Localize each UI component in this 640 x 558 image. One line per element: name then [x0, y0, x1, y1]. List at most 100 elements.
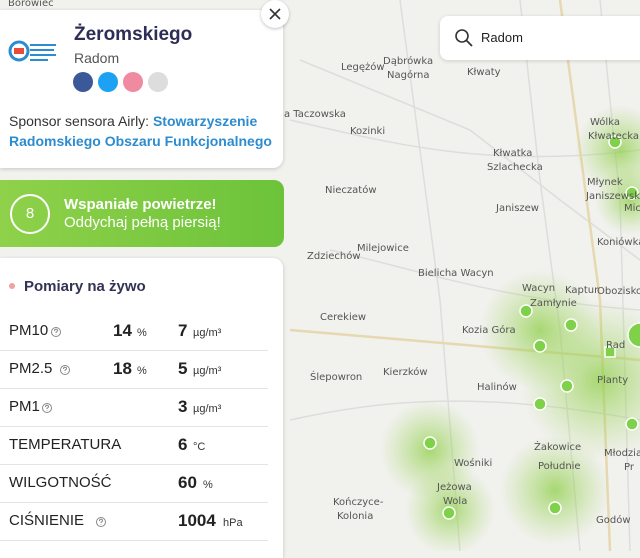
percent-value: 18: [113, 359, 132, 378]
map-label: Milejowice: [357, 243, 409, 254]
info-icon: [96, 517, 106, 527]
info-mark: [99, 518, 104, 525]
map-label: Cerekiew: [320, 312, 366, 323]
map-label: Pr: [624, 462, 635, 473]
index-subline: Oddychaj pełną piersią!: [64, 214, 221, 231]
map-label: Kierzków: [383, 366, 428, 378]
percent-unit: %: [137, 327, 147, 339]
info-mark: [63, 366, 68, 373]
map-label: Kozia Góra: [462, 324, 516, 336]
map-label: Bielicha Wacyn: [418, 268, 494, 279]
sponsor-link[interactable]: Stowarzyszenie Radomskiego Obszaru Funkc…: [9, 113, 272, 149]
map-label: Szlachecka: [487, 162, 543, 173]
sensor-title: Żeromskiego: [74, 24, 193, 45]
map-label: Janiszew: [495, 203, 539, 214]
measurement-label: TEMPERATURA: [9, 436, 122, 453]
map-label: Obozisko: [597, 286, 640, 297]
info-mark: [54, 328, 59, 335]
info-icon: [60, 365, 70, 375]
close-icon: [269, 8, 281, 20]
close-button[interactable]: [261, 0, 289, 28]
sponsor: Sponsor sensora Airly: Stowarzyszenie Ra…: [9, 111, 274, 151]
map-label: Nieczatów: [325, 184, 377, 196]
map-label: Godów: [596, 514, 631, 526]
map-label: Planty: [597, 375, 628, 386]
info-icon: [51, 327, 61, 337]
measurements-title: Pomiary na żywo: [24, 278, 146, 295]
map-label: Wośniki: [454, 457, 492, 469]
measurement-unit: °C: [193, 441, 206, 453]
info-mark: [45, 404, 50, 411]
measurement-value: 5: [178, 359, 188, 378]
measurement-value: 6: [178, 435, 188, 454]
map-label: Koniówka: [597, 236, 640, 248]
measurement-label: CIŚNIENIE: [9, 512, 85, 529]
map-label: Halinów: [477, 381, 517, 393]
measurement-value: 7: [178, 321, 188, 340]
measurement-row: PM1 3 µg/m³: [0, 388, 268, 427]
index-value: 8: [10, 194, 50, 234]
measurement-label: PM1: [9, 398, 40, 415]
map-label: a Taczowska: [284, 109, 346, 120]
map-label: Jeżowa: [436, 482, 472, 493]
social-icons[interactable]: [72, 71, 172, 93]
map-label: Janiszewski: [585, 191, 640, 202]
percent-unit: %: [137, 365, 147, 377]
map-label: Kończyce-: [333, 496, 384, 508]
measurement-unit: µg/m³: [193, 403, 222, 415]
measurement-unit: %: [203, 479, 213, 491]
measurement-unit: µg/m³: [193, 327, 222, 339]
info-circle: [60, 365, 70, 375]
measurement-value: 3: [178, 397, 188, 416]
sensor-card: Żeromskiego Radom Sponsor sensora Airly:…: [0, 10, 283, 168]
map-label: Zdziechów: [307, 250, 361, 262]
map-label: Mich: [624, 203, 640, 214]
info-icon: [42, 403, 52, 413]
measurements-card: Pomiary na żywo PM10 14% 7 µg/m³ PM2.5 18% 5 µg…: [0, 258, 283, 558]
info-circle: [96, 517, 106, 527]
map-label: Zamłynie: [530, 298, 577, 309]
measurement-row: CIŚNIENIE 1004 hPa: [0, 502, 268, 541]
measurement-row: PM2.5 18% 5 µg/m³: [0, 350, 268, 389]
map-label: Dąbrówka: [383, 55, 433, 67]
map-label: Kolonia: [337, 511, 373, 522]
map-label: Wola: [443, 496, 467, 507]
map-label: Wacyn: [522, 283, 555, 294]
sponsor-logo: [8, 40, 56, 62]
map-label: Kaptur: [565, 285, 599, 296]
map-label: Młynek: [587, 177, 623, 188]
map-label: Borowiec: [8, 0, 54, 9]
map-label: Ślepowron: [310, 370, 362, 383]
measurement-value: 60: [178, 473, 197, 492]
search-box[interactable]: Radom: [440, 16, 640, 60]
map-label: Nagórna: [387, 69, 429, 81]
map-label: Rad: [606, 340, 625, 351]
index-headline: Wspaniałe powietrze!: [64, 196, 217, 213]
live-dot: [9, 283, 15, 289]
map-label: Kozinki: [350, 126, 385, 137]
search-icon: [455, 29, 473, 47]
info-circle: [51, 327, 61, 337]
map-label: Południe: [538, 461, 581, 472]
measurement-row: WILGOTNOŚĆ 60%: [0, 464, 268, 503]
map-label: Legężów: [341, 61, 385, 73]
sensor-city: Radom: [74, 50, 120, 66]
map-label: Młodzian: [604, 448, 640, 459]
map-label: Kłwaty: [467, 67, 501, 78]
percent-value: 14: [113, 321, 132, 340]
measurement-row: PM10 14% 7 µg/m³: [0, 312, 268, 351]
info-circle: [42, 403, 52, 413]
measurement-label: PM10: [9, 322, 49, 339]
sensors[interactable]: [423, 135, 640, 520]
map-label: Kłwatecka: [588, 131, 639, 142]
heat: [380, 105, 640, 551]
measurement-label: PM2.5: [9, 360, 53, 377]
measurement-value: 1004: [178, 511, 216, 530]
measurement-row: TEMPERATURA 6 °C: [0, 426, 268, 465]
air-index-banner: 8 Wspaniałe powietrze! Oddychaj pełną pi…: [0, 180, 284, 247]
search-query[interactable]: Radom: [481, 30, 523, 45]
measurement-label: WILGOTNOŚĆ: [9, 474, 112, 491]
map-label: Wólka: [590, 116, 620, 128]
